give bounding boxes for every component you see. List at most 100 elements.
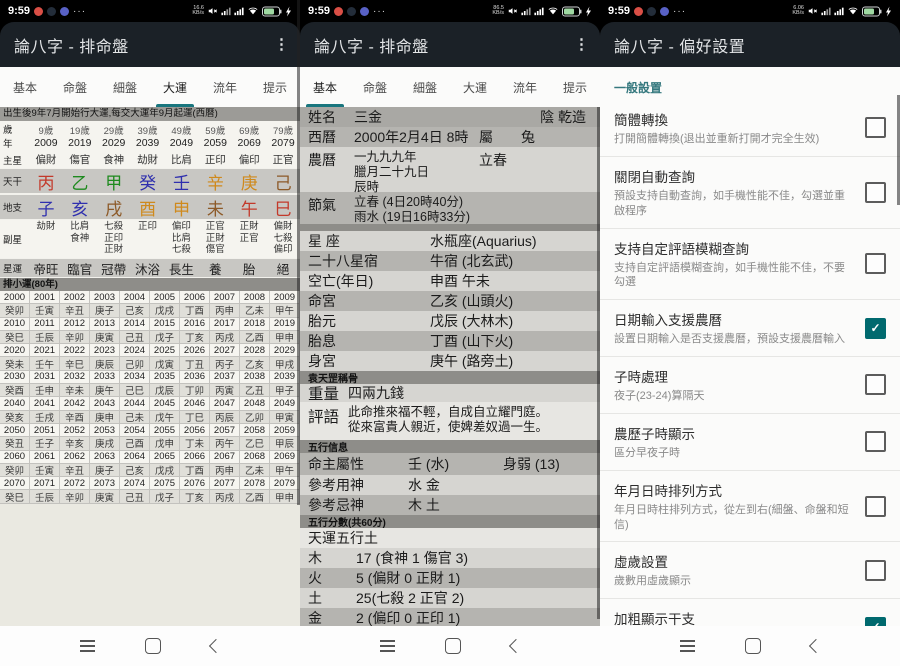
checkbox[interactable] xyxy=(865,253,886,275)
notification-icon xyxy=(647,6,657,16)
tab-大運[interactable]: 大運 xyxy=(450,67,500,107)
signal-icon xyxy=(521,7,531,16)
back-icon[interactable] xyxy=(208,638,223,654)
recents-icon[interactable] xyxy=(379,640,395,652)
tab-流年[interactable]: 流年 xyxy=(200,67,250,107)
xiaoyun-ganzhi-cell: 丁丑 xyxy=(180,357,210,371)
xiaoyun-ganzhi-cell: 乙亥 xyxy=(240,357,270,371)
recents-icon[interactable] xyxy=(79,640,95,652)
basic-info-row: 二十八星宿 牛宿 (北玄武) xyxy=(300,251,600,271)
tab-indicator xyxy=(306,104,344,107)
checkbox[interactable] xyxy=(865,495,886,517)
xiaoyun-year-cell: 2048 xyxy=(240,397,270,411)
settings-item[interactable]: 虛歲設置 歲數用虛歲顯示 xyxy=(600,542,900,600)
basic-content[interactable]: 姓名 三金陰 乾造 西曆 2000年2月4日 8時屬兔農曆 一九九九年 臘月二十九日 辰時立… xyxy=(300,107,600,626)
xiaoyun-year-cell: 2037 xyxy=(210,370,240,385)
more-notifications-icon: ··· xyxy=(673,5,687,17)
tab-流年[interactable]: 流年 xyxy=(500,67,550,107)
tab-基本[interactable]: 基本 xyxy=(0,67,50,107)
xiaoyun-year-cell: 2025 xyxy=(150,344,180,358)
xiaoyun-ganzhi-cell: 戊寅 xyxy=(150,357,180,371)
wuxing-info-row: 命主屬性 壬 (水) 身弱 (13) xyxy=(300,453,600,475)
checkbox[interactable] xyxy=(865,431,886,453)
tab-提示[interactable]: 提示 xyxy=(250,67,300,107)
tab-命盤[interactable]: 命盤 xyxy=(50,67,100,107)
tab-基本[interactable]: 基本 xyxy=(300,67,350,107)
settings-item[interactable]: 加粗顯示干支選擇則會在命盤和細盤中加粗顯示干支✓ xyxy=(600,599,900,626)
row-label: 天干 xyxy=(3,177,23,188)
fuxing-cell: 比肩 食神 xyxy=(70,221,90,244)
field-value: 牛宿 (北玄武) xyxy=(430,253,514,269)
settings-item[interactable]: 農歷子時顯示 區分早夜子時 xyxy=(600,414,900,471)
battery-icon xyxy=(862,6,882,16)
field-label: 節氣 xyxy=(308,197,336,213)
dayun-age-cell: 19歲 2019 xyxy=(68,126,92,149)
settings-item[interactable]: 日期輸入支援農曆 設置日期輸入是否支援農曆，預設支援農曆輸入 ✓ xyxy=(600,300,900,358)
menu-kebab-icon[interactable]: ⋮ xyxy=(574,35,589,53)
checkbox[interactable] xyxy=(865,374,886,396)
settings-list: 簡體轉換 打開簡體轉換(退出並重新打開才完全生效) 關閉自動查詢 預設支持自動查詢，如… xyxy=(600,100,900,626)
tab-命盤[interactable]: 命盤 xyxy=(350,67,400,107)
xingyun-cell: 沐浴 xyxy=(135,262,161,277)
tab-bar: 基本 命盤 細盤 大運 流年 提示 xyxy=(300,67,600,107)
home-icon[interactable] xyxy=(144,638,161,654)
checkbox[interactable]: ✓ xyxy=(865,616,886,626)
tiangan-cell: 丙 xyxy=(37,173,55,193)
section-title: 五行分數(共60分) xyxy=(308,518,386,529)
recents-icon[interactable] xyxy=(679,640,695,652)
dayun-age-cell: 49歲 2049 xyxy=(169,126,194,149)
score-row: 土 25(七殺 2 正官 2) xyxy=(300,588,600,608)
dayun-age-row: 歲年 9歲 2009 19歲 2019 29歲 2029 39歲 2039 49歲 2049 59歲 2… xyxy=(0,121,300,151)
xiaoyun-year-cell: 2006 xyxy=(180,291,210,305)
charging-bolt-icon xyxy=(286,6,291,16)
settings-item[interactable]: 支持自定評語模糊查詢 支持自定評語模糊查詢，如手機性能不佳，不要勾選 xyxy=(600,229,900,301)
menu-kebab-icon[interactable]: ⋮ xyxy=(274,35,289,53)
xiaoyun-year-cell: 2063 xyxy=(90,450,120,464)
notification-icon xyxy=(634,6,644,16)
home-icon[interactable] xyxy=(744,638,761,654)
xiaoyun-ganzhi-cell: 癸未 xyxy=(0,357,30,371)
back-icon[interactable] xyxy=(508,638,523,654)
dayun-content[interactable]: 出生後9年7月開始行大運,每交大運年9月起運(西曆) 歲年 9歲 2009 19歲 201… xyxy=(0,107,300,626)
tab-indicator xyxy=(156,104,194,107)
home-icon[interactable] xyxy=(444,638,461,654)
tab-大運[interactable]: 大運 xyxy=(150,67,200,107)
scrollbar[interactable] xyxy=(597,107,600,619)
settings-item[interactable]: 關閉自動查詢 預設支持自動查詢，如手機性能不佳，勾選並重啟程序 xyxy=(600,157,900,229)
setting-title: 虛歲設置 xyxy=(614,555,668,571)
tab-提示[interactable]: 提示 xyxy=(550,67,600,107)
xiaoyun-year-cell: 2036 xyxy=(180,370,210,385)
xiaoyun-ganzhi-cell: 壬申 xyxy=(30,384,60,398)
dayun-fuxing-row: 副星 劫財 比肩 食神 七殺 正印 正財 正印 偏印 比肩 七殺 正官 正財 傷官 正財 正官 偏財 七殺 偏印 xyxy=(0,220,300,258)
xiaoyun-ganzhi-cell: 乙酉 xyxy=(240,330,270,345)
xiaoyun-ganzhi-cell: 甲午 xyxy=(270,463,300,478)
field-value: 木 土 xyxy=(408,497,440,513)
xiaoyun-ganzhi-cell: 丁未 xyxy=(180,437,210,451)
xiaoyun-year-cell: 2071 xyxy=(30,477,60,491)
checkbox[interactable] xyxy=(865,559,886,581)
settings-item[interactable]: 子時處理 夜子(23-24)算隔天 xyxy=(600,357,900,414)
charging-bolt-icon xyxy=(586,6,591,16)
checkbox[interactable] xyxy=(865,117,886,139)
tab-label: 大運 xyxy=(162,80,187,95)
back-icon[interactable] xyxy=(808,638,823,654)
xiaoyun-ganzhi-cell: 甲辰 xyxy=(270,437,300,451)
tab-細盤[interactable]: 細盤 xyxy=(100,67,150,107)
app-bar: 論八字 - 偏好設置 xyxy=(600,22,900,67)
settings-item[interactable]: 簡體轉換 打開簡體轉換(退出並重新打開才完全生效) xyxy=(600,100,900,157)
checkbox[interactable]: ✓ xyxy=(865,317,886,339)
scrollbar[interactable] xyxy=(297,0,300,505)
xingyun-cell: 胎 xyxy=(242,262,256,277)
tab-細盤[interactable]: 細盤 xyxy=(400,67,450,107)
xiaoyun-year-cell: 2026 xyxy=(180,344,210,358)
score-row: 木 17 (食神 1 傷官 3) xyxy=(300,548,600,568)
scrollbar[interactable] xyxy=(897,95,900,205)
dayun-xingyun-row: 星運 帝旺 臨官 冠帶 沐浴 長生養 胎 絕 xyxy=(0,258,300,278)
status-bar: 9:59 ··· 16.6 KB/s xyxy=(0,0,300,22)
basic-info-row: 星 座 水瓶座(Aquarius) xyxy=(300,231,600,251)
dayun-age-cell: 39歲 2039 xyxy=(135,126,160,149)
settings-item[interactable]: 年月日時排列方式 年月日時柱排列方式，從左到右(細盤、命盤和短信) xyxy=(600,471,900,543)
checkbox[interactable] xyxy=(865,181,886,203)
xiaoyun-year-cell: 2014 xyxy=(120,317,150,331)
xiaoyun-ganzhi-cell: 癸巳 xyxy=(0,330,30,345)
